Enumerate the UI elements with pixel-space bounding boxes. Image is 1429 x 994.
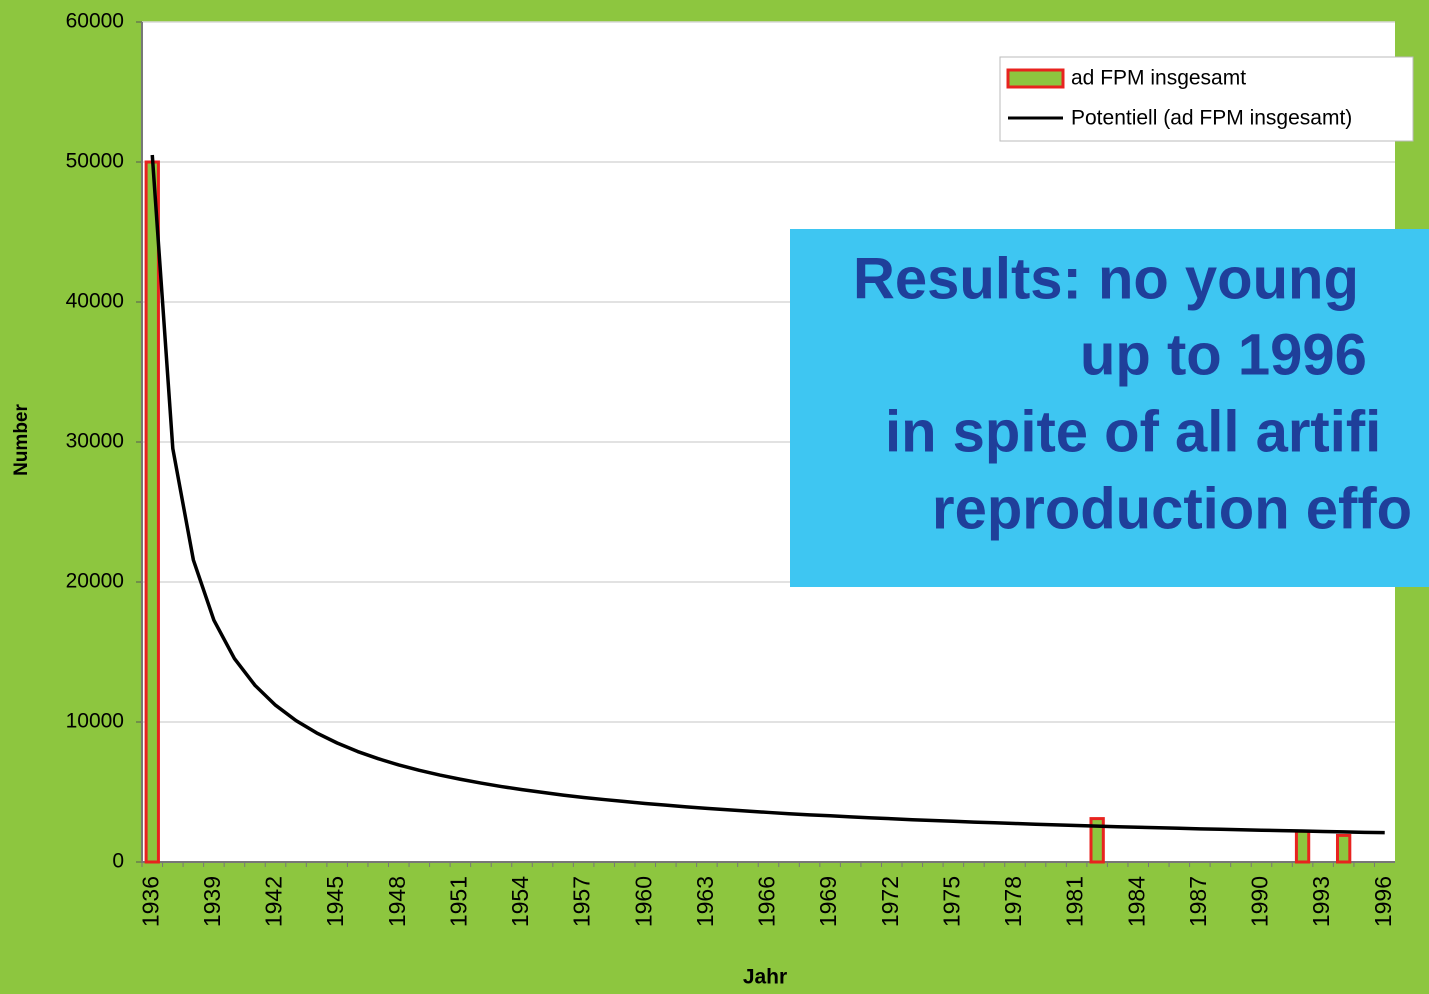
y-tick-label: 10000 (66, 710, 124, 733)
legend-swatch (1006, 68, 1065, 89)
y-tick-label: 20000 (66, 570, 124, 593)
y-tick-label: 40000 (66, 290, 124, 313)
x-tick-label: 1963 (692, 876, 718, 927)
y-tick-label: 30000 (66, 430, 124, 453)
bar (1294, 829, 1311, 864)
x-tick-label: 1960 (630, 876, 656, 927)
x-tick-label: 1987 (1185, 876, 1211, 927)
x-tick-label: 1939 (199, 876, 225, 927)
x-tick-label: 1942 (261, 876, 287, 927)
legend-label: Potentiell (ad FPM insgesamt) (1071, 107, 1352, 130)
x-tick-label: 1993 (1308, 876, 1334, 927)
annotation-line: Results: no young (853, 246, 1359, 311)
x-tick-label: 1954 (507, 876, 533, 927)
plot-layer: 0 10000 20000 30000 40000 50000 60000 1936 1939 1… (66, 10, 1396, 928)
annotation-line: up to 1996 (1080, 322, 1367, 387)
y-axis-label: Number (11, 404, 32, 476)
x-tick-label: 1981 (1062, 876, 1088, 927)
x-tick-label: 1969 (815, 876, 841, 927)
x-tick-label: 1951 (445, 876, 471, 927)
x-tick-label: 1948 (384, 876, 410, 927)
legend-label: ad FPM insgesamt (1071, 67, 1246, 90)
x-tick-label: 1972 (877, 876, 903, 927)
x-tick-label: 1978 (1000, 876, 1026, 927)
x-tick-label: 1996 (1370, 876, 1396, 927)
trend-line (150, 154, 1385, 835)
y-tick-label: 0 (112, 850, 124, 873)
x-tick-label: 1984 (1123, 876, 1149, 927)
x-tick-label: 1990 (1247, 876, 1273, 927)
bar (144, 160, 160, 864)
x-axis-label: Jahr (743, 966, 787, 989)
annotation: Results: no young up to 1996 in spite of… (853, 246, 1412, 541)
x-tick-label: 1966 (754, 876, 780, 927)
y-tick-label: 60000 (66, 10, 124, 33)
legend (999, 56, 1414, 142)
x-tick-label: 1975 (938, 876, 964, 927)
x-tick-label: 1936 (137, 876, 163, 927)
annotation-box (790, 229, 1429, 587)
annotation-line: reproduction effo (932, 476, 1412, 541)
bar (1089, 817, 1105, 864)
annotation-line: in spite of all artifi (885, 399, 1381, 464)
x-tick-label: 1957 (569, 876, 595, 927)
y-tick-label: 50000 (66, 150, 124, 173)
bar (1335, 833, 1352, 864)
x-tick-label: 1945 (322, 876, 348, 927)
